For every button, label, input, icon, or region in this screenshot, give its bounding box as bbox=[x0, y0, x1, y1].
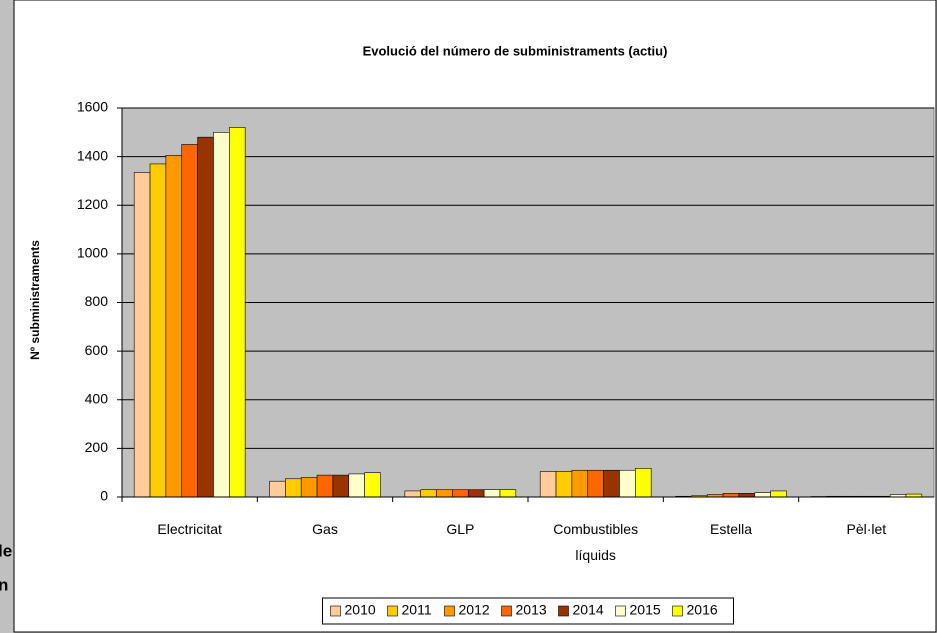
bar bbox=[555, 471, 573, 498]
x-tick-label: Estella bbox=[710, 521, 752, 537]
bar bbox=[722, 493, 740, 498]
bar bbox=[213, 132, 230, 498]
bar bbox=[364, 472, 381, 498]
bar bbox=[603, 469, 620, 498]
legend-swatch bbox=[330, 605, 341, 617]
bar bbox=[738, 493, 756, 498]
bar bbox=[420, 489, 437, 498]
legend-swatch bbox=[672, 605, 683, 617]
legend-swatch bbox=[444, 605, 455, 617]
legend-label: 2012 bbox=[459, 602, 490, 618]
bar bbox=[197, 136, 214, 498]
legend-label: 2015 bbox=[630, 602, 661, 618]
bar bbox=[149, 163, 167, 498]
bar bbox=[452, 489, 469, 498]
bar bbox=[332, 474, 350, 498]
bar bbox=[316, 474, 334, 498]
bar bbox=[571, 469, 589, 498]
legend-swatch bbox=[615, 605, 626, 617]
y-tick-label: 400 bbox=[85, 390, 109, 406]
x-tick-label: Pèl·let bbox=[846, 521, 886, 537]
bar bbox=[165, 155, 183, 498]
y-tick-label: 1400 bbox=[77, 147, 108, 163]
bar bbox=[348, 473, 365, 498]
legend-label: 2011 bbox=[402, 602, 432, 618]
legend-swatch bbox=[501, 605, 512, 617]
bar bbox=[285, 478, 302, 498]
bar bbox=[404, 490, 422, 498]
y-tick-label: 200 bbox=[85, 439, 109, 455]
bar bbox=[467, 489, 485, 498]
bar bbox=[587, 469, 604, 498]
bar bbox=[181, 144, 198, 498]
x-tick-label: Electricitat bbox=[157, 521, 222, 537]
legend-label: 2016 bbox=[687, 602, 718, 618]
legend-swatch bbox=[387, 605, 398, 617]
y-axis-label: Nº subministraments bbox=[28, 240, 42, 360]
bar bbox=[133, 172, 151, 498]
x-tick-label: GLP bbox=[446, 521, 474, 537]
background-text: n bbox=[0, 575, 8, 594]
legend-label: 2014 bbox=[573, 602, 604, 618]
bar bbox=[269, 480, 286, 498]
y-tick-label: 1200 bbox=[77, 196, 108, 212]
background-text: le bbox=[0, 541, 12, 560]
bar bbox=[539, 471, 557, 498]
y-tick-label: 0 bbox=[100, 488, 108, 504]
y-tick-label: 1600 bbox=[77, 99, 108, 115]
x-tick-label: Combustibles líquids bbox=[553, 521, 638, 563]
y-tick-label: 600 bbox=[85, 342, 109, 358]
bar bbox=[229, 127, 246, 498]
legend-label: 2010 bbox=[345, 602, 376, 618]
y-tick-label: 1000 bbox=[77, 245, 108, 261]
bar bbox=[499, 489, 517, 498]
bar bbox=[770, 490, 787, 498]
x-tick-label: Gas bbox=[312, 521, 338, 537]
bar bbox=[754, 492, 771, 498]
bar bbox=[300, 477, 318, 498]
y-tick-label: 800 bbox=[85, 293, 109, 309]
bar bbox=[436, 489, 453, 498]
chart-title: Evolució del número de subministraments … bbox=[363, 43, 668, 58]
bar bbox=[483, 489, 501, 498]
bar bbox=[619, 469, 636, 498]
legend-swatch bbox=[558, 605, 569, 617]
legend-label: 2013 bbox=[516, 602, 547, 618]
bar bbox=[634, 468, 652, 498]
